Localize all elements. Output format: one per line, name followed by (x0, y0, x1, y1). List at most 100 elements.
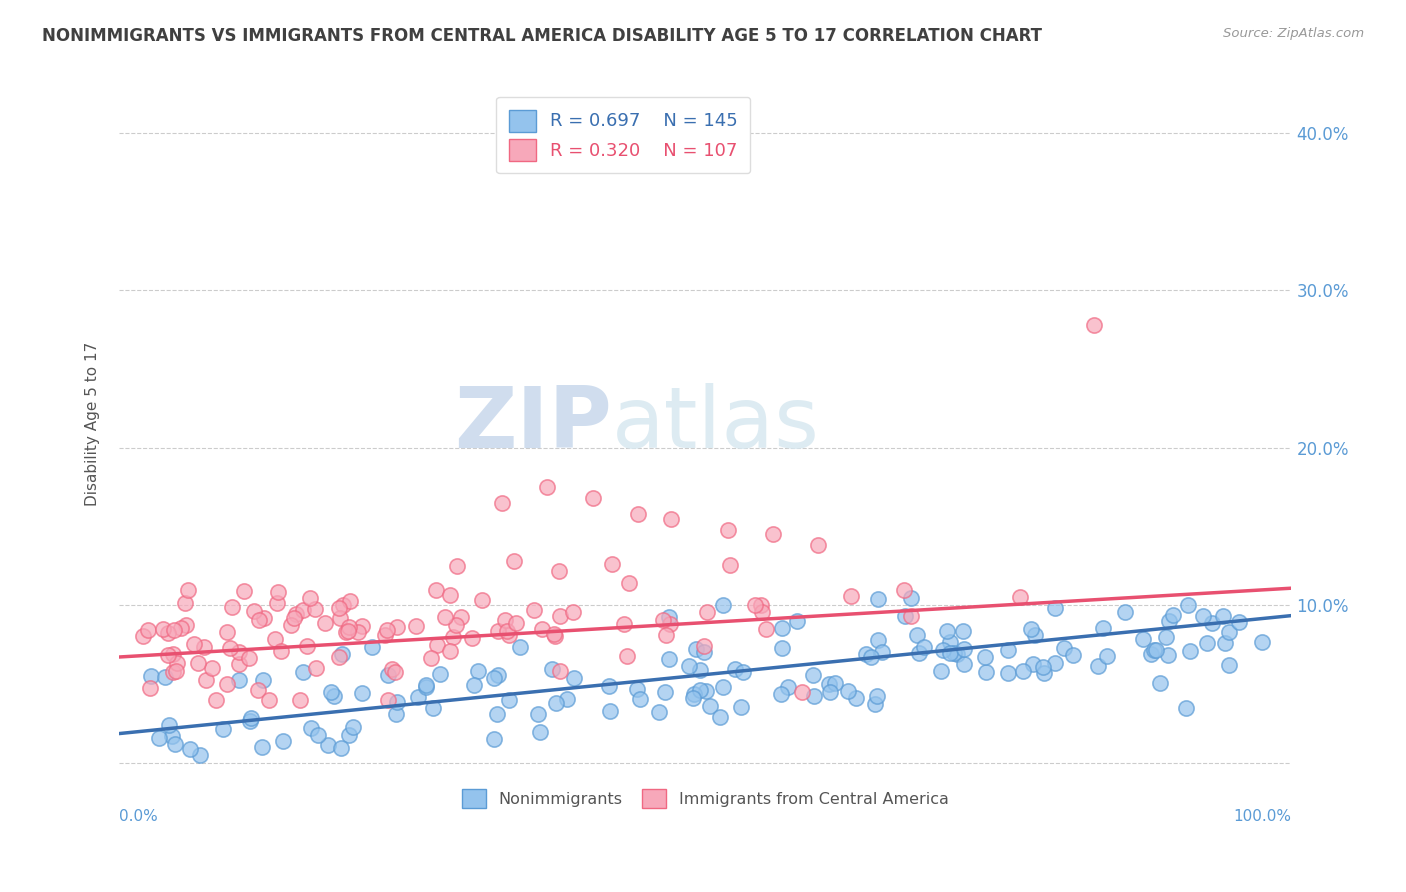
Point (247, 682, 270, 697)
Point (266, 596, 288, 610)
Point (1139, 647, 1161, 661)
Point (536, 480, 558, 494)
Point (1178, 643, 1201, 657)
Point (298, 591, 321, 605)
Point (221, 599, 243, 614)
Point (491, 496, 513, 510)
Point (352, 618, 374, 632)
Point (1091, 621, 1114, 635)
Y-axis label: Disability Age 5 to 17: Disability Age 5 to 17 (86, 342, 100, 506)
Point (429, 667, 451, 681)
Point (157, 648, 180, 663)
Point (905, 628, 928, 642)
Point (770, 640, 793, 655)
Point (385, 620, 408, 634)
Point (678, 658, 700, 673)
Point (541, 662, 564, 676)
Point (555, 692, 578, 706)
Point (599, 705, 621, 719)
Point (337, 624, 360, 639)
Point (179, 742, 201, 756)
Point (562, 671, 585, 685)
Point (482, 671, 505, 685)
Point (997, 665, 1019, 680)
Point (162, 647, 184, 661)
Point (613, 617, 636, 632)
Point (166, 656, 188, 670)
Point (711, 680, 734, 694)
Point (461, 632, 484, 646)
Point (974, 665, 997, 679)
Point (381, 662, 404, 676)
Point (329, 611, 352, 625)
Point (1053, 641, 1076, 656)
Point (543, 627, 565, 641)
Point (346, 624, 368, 639)
Point (139, 668, 162, 682)
Point (247, 613, 270, 627)
Point (792, 685, 814, 699)
Point (267, 585, 290, 599)
Point (626, 507, 648, 521)
Point (682, 687, 704, 701)
Point (695, 684, 717, 698)
Point (952, 624, 974, 638)
Point (699, 698, 721, 713)
Point (450, 610, 472, 624)
Point (323, 689, 346, 703)
Point (284, 607, 307, 621)
Point (509, 640, 531, 654)
Legend: Nonimmigrants, Immigrants from Central America: Nonimmigrants, Immigrants from Central A… (456, 782, 955, 814)
Point (136, 623, 159, 637)
Point (866, 633, 889, 648)
Point (263, 632, 285, 646)
Point (415, 677, 437, 691)
Point (420, 651, 443, 665)
Point (494, 613, 516, 627)
Point (628, 691, 651, 706)
Point (749, 599, 772, 613)
Point (730, 699, 752, 714)
Point (1010, 590, 1032, 604)
Point (426, 638, 449, 652)
Point (467, 665, 489, 679)
Point (316, 739, 339, 753)
Point (682, 690, 704, 705)
Point (183, 637, 205, 651)
Point (893, 583, 915, 598)
Point (156, 626, 179, 640)
Point (257, 693, 280, 707)
Point (374, 628, 396, 642)
Point (148, 731, 170, 745)
Point (233, 583, 256, 598)
Point (163, 624, 186, 638)
Point (165, 664, 187, 678)
Point (361, 640, 384, 654)
Point (1197, 635, 1219, 649)
Point (243, 605, 266, 619)
Point (778, 681, 800, 695)
Point (1021, 622, 1043, 636)
Point (170, 621, 193, 635)
Point (953, 657, 976, 672)
Point (1149, 676, 1171, 690)
Point (239, 714, 262, 729)
Point (1212, 609, 1234, 624)
Point (193, 640, 215, 654)
Point (696, 605, 718, 619)
Point (860, 649, 883, 664)
Point (252, 673, 274, 687)
Point (498, 693, 520, 707)
Point (651, 614, 673, 628)
Point (307, 728, 329, 742)
Text: NONIMMIGRANTS VS IMMIGRANTS FROM CENTRAL AMERICA DISABILITY AGE 5 TO 17 CORRELAT: NONIMMIGRANTS VS IMMIGRANTS FROM CENTRAL… (42, 27, 1042, 45)
Point (228, 645, 250, 659)
Point (162, 665, 184, 679)
Point (319, 684, 342, 698)
Point (415, 680, 437, 694)
Point (304, 601, 326, 615)
Point (870, 645, 893, 659)
Point (581, 491, 603, 505)
Point (215, 625, 238, 640)
Point (1161, 608, 1184, 623)
